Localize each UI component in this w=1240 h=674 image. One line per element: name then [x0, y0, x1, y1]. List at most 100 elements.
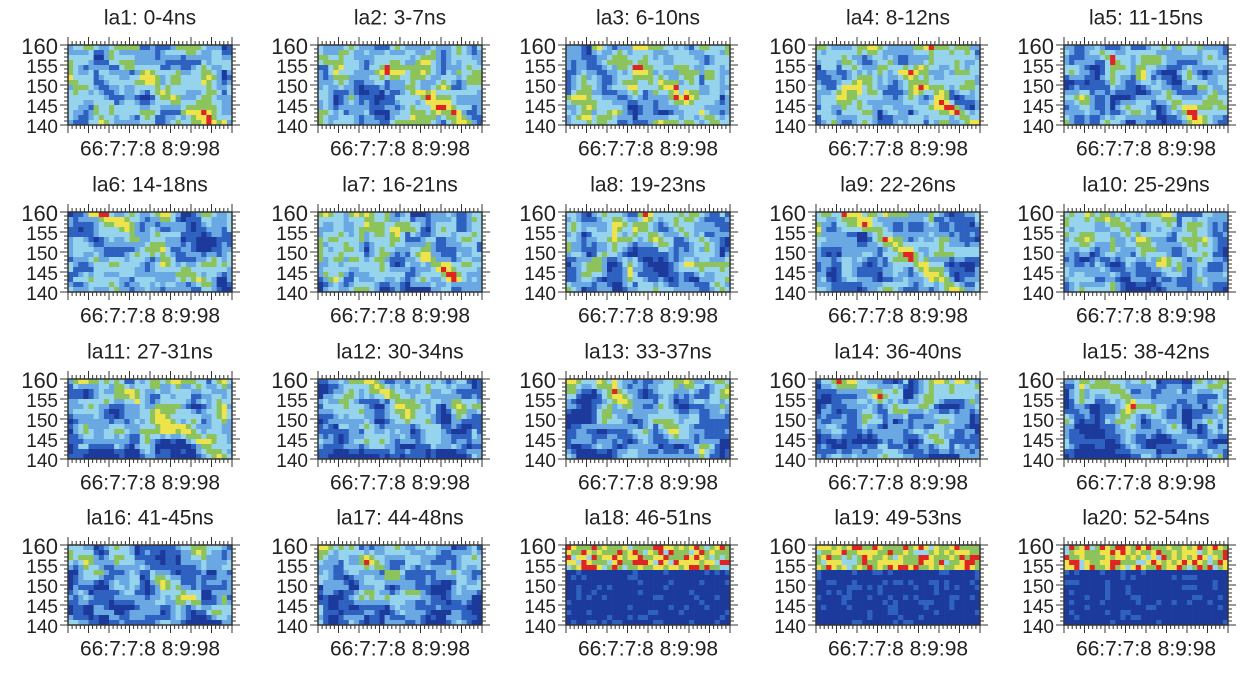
heat-cell — [83, 115, 88, 120]
heat-cell — [114, 277, 119, 282]
heat-cell — [862, 75, 867, 80]
heat-cell — [612, 277, 617, 282]
heat-cell — [467, 50, 472, 55]
heat-cell — [919, 100, 924, 105]
heat-cell — [323, 95, 328, 100]
heat-cell — [852, 110, 857, 115]
heat-cell — [431, 212, 436, 217]
heat-cell — [576, 222, 581, 227]
heat-cell — [643, 65, 648, 70]
heat-cell — [323, 227, 328, 232]
heat-cell — [176, 55, 181, 60]
heat-cell — [720, 262, 725, 267]
heat-cell — [888, 95, 893, 100]
heat-cell — [720, 105, 725, 110]
heat-cell — [1064, 75, 1069, 80]
heat-cell — [390, 75, 395, 80]
heat-cell — [919, 50, 924, 55]
heat-cell — [1177, 65, 1182, 70]
heat-cell — [359, 50, 364, 55]
heat-cell — [908, 80, 913, 85]
heat-cell — [857, 70, 862, 75]
heat-cell — [364, 50, 369, 55]
heat-cell — [400, 212, 405, 217]
heat-cell — [462, 55, 467, 60]
heat-cell — [638, 262, 643, 267]
heat-cell — [571, 257, 576, 262]
heat-cell — [145, 222, 150, 227]
heat-cell — [684, 227, 689, 232]
heat-cell — [150, 75, 155, 80]
heat-cell — [150, 90, 155, 95]
heat-cell — [633, 212, 638, 217]
heat-cell — [837, 75, 842, 80]
heat-cell — [415, 110, 420, 115]
heat-cell — [328, 95, 333, 100]
heat-cell — [467, 65, 472, 70]
heat-cell — [119, 55, 124, 60]
heat-cell — [323, 277, 328, 282]
heat-cell — [405, 70, 410, 75]
heat-cell — [104, 262, 109, 267]
heat-cell — [576, 212, 581, 217]
heat-cell — [612, 50, 617, 55]
heat-cell — [364, 70, 369, 75]
heat-cell — [135, 262, 140, 267]
heat-cell — [130, 242, 135, 247]
y-tick-label: 140 — [276, 284, 308, 305]
heat-cell — [201, 100, 206, 105]
heat-cell — [323, 85, 328, 90]
heat-cell — [385, 217, 390, 222]
heat-cell — [94, 247, 99, 252]
heat-cell — [186, 267, 191, 272]
heat-cell — [1095, 45, 1100, 50]
heat-cell — [720, 247, 725, 252]
heat-cell — [658, 110, 663, 115]
heat-cell — [104, 277, 109, 282]
heat-cell — [949, 80, 954, 85]
heat-cell — [94, 262, 99, 267]
heat-cell — [436, 75, 441, 80]
heat-cell — [857, 105, 862, 110]
heat-cell — [181, 237, 186, 242]
heat-cell — [400, 252, 405, 257]
heat-cell — [934, 65, 939, 70]
heat-cell — [704, 115, 709, 120]
heat-cell — [441, 237, 446, 242]
heat-cell — [83, 50, 88, 55]
heat-cell — [446, 212, 451, 217]
heat-cell — [196, 247, 201, 252]
heat-cell — [571, 80, 576, 85]
heat-cell — [1156, 75, 1161, 80]
heat-cell — [597, 227, 602, 232]
heat-cell — [369, 272, 374, 277]
heat-cell — [328, 262, 333, 267]
heat-cell — [160, 252, 165, 257]
heat-cell — [206, 222, 211, 227]
heat-cell — [628, 105, 633, 110]
heat-cell — [710, 80, 715, 85]
heat-cell — [109, 110, 114, 115]
heat-cell — [150, 277, 155, 282]
heat-cell — [1115, 80, 1120, 85]
heat-cell — [602, 242, 607, 247]
heat-cell — [323, 115, 328, 120]
heat-cell — [467, 100, 472, 105]
heat-cell — [318, 45, 323, 50]
heat-cell — [441, 65, 446, 70]
heat-cell — [581, 55, 586, 60]
heat-cell — [1141, 70, 1146, 75]
heat-cell — [171, 252, 176, 257]
heat-cell — [821, 70, 826, 75]
heat-cell — [145, 247, 150, 252]
heat-cell — [390, 282, 395, 287]
heat-cell — [462, 212, 467, 217]
heat-cell — [344, 65, 349, 70]
heat-cell — [704, 257, 709, 262]
heat-cell — [109, 247, 114, 252]
heat-cell — [89, 252, 94, 257]
heat-cell — [571, 75, 576, 80]
heat-cell — [648, 222, 653, 227]
heat-cell — [571, 100, 576, 105]
heat-cell — [212, 110, 217, 115]
